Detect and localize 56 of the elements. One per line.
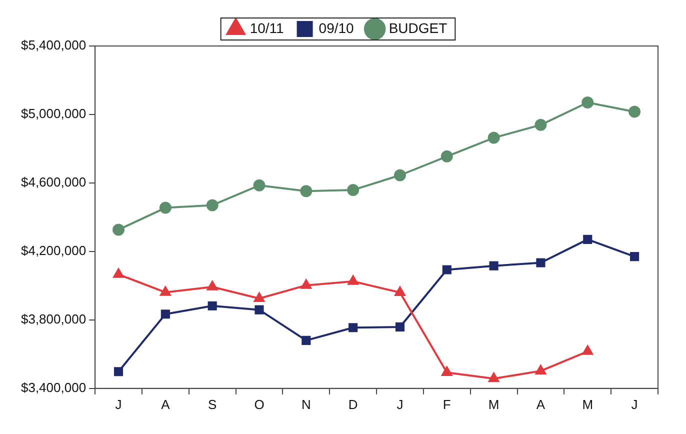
x-tick-label: A xyxy=(536,396,546,412)
y-tick-label: $4,200,000 xyxy=(20,243,86,258)
x-tick-label: J xyxy=(396,396,404,412)
point xyxy=(207,280,218,290)
point xyxy=(113,268,124,278)
point xyxy=(488,372,500,382)
point xyxy=(442,366,452,376)
legend-label: 10/11 xyxy=(250,20,284,36)
y-tick-label: $3,400,000 xyxy=(20,380,86,395)
point xyxy=(534,118,547,131)
x-tick-label: J xyxy=(631,396,638,412)
legend-label: 09/10 xyxy=(318,20,354,36)
x-tick-label: M xyxy=(582,396,594,412)
point xyxy=(254,305,264,314)
x-tick-label: F xyxy=(442,396,451,412)
x-tick-label: J xyxy=(115,396,122,412)
point xyxy=(535,364,546,374)
point xyxy=(206,199,218,212)
point xyxy=(253,179,266,192)
y-tick-label: $5,400,000 xyxy=(20,38,86,53)
y-tick-label: $5,000,000 xyxy=(20,106,86,122)
point xyxy=(112,224,125,236)
x-tick-label: O xyxy=(254,396,264,412)
point xyxy=(300,279,312,289)
point xyxy=(348,323,358,332)
point xyxy=(394,169,406,182)
point xyxy=(395,322,405,332)
y-tick-label: $4,600,000 xyxy=(20,174,86,190)
point xyxy=(254,292,265,302)
point xyxy=(582,345,593,355)
point xyxy=(630,252,640,262)
point xyxy=(489,261,498,270)
point xyxy=(160,286,171,296)
x-tick-label: D xyxy=(348,396,358,412)
point xyxy=(628,106,641,118)
point xyxy=(583,234,592,244)
point xyxy=(347,184,360,196)
point xyxy=(160,310,170,319)
point xyxy=(300,185,312,198)
point xyxy=(440,150,453,162)
point xyxy=(582,96,594,108)
x-tick-label: N xyxy=(301,396,311,412)
x-tick-label: A xyxy=(161,396,170,412)
point xyxy=(114,367,124,376)
point xyxy=(302,336,311,345)
point xyxy=(159,202,172,214)
legend-label: BUDGET xyxy=(388,20,448,36)
point xyxy=(442,265,452,274)
point xyxy=(394,286,406,296)
x-tick-label: S xyxy=(208,396,218,412)
x-tick-label: M xyxy=(488,396,500,412)
point xyxy=(208,301,217,310)
point xyxy=(488,132,500,144)
y-tick-label: $3,800,000 xyxy=(20,312,86,326)
point xyxy=(348,275,358,285)
point xyxy=(536,258,546,268)
